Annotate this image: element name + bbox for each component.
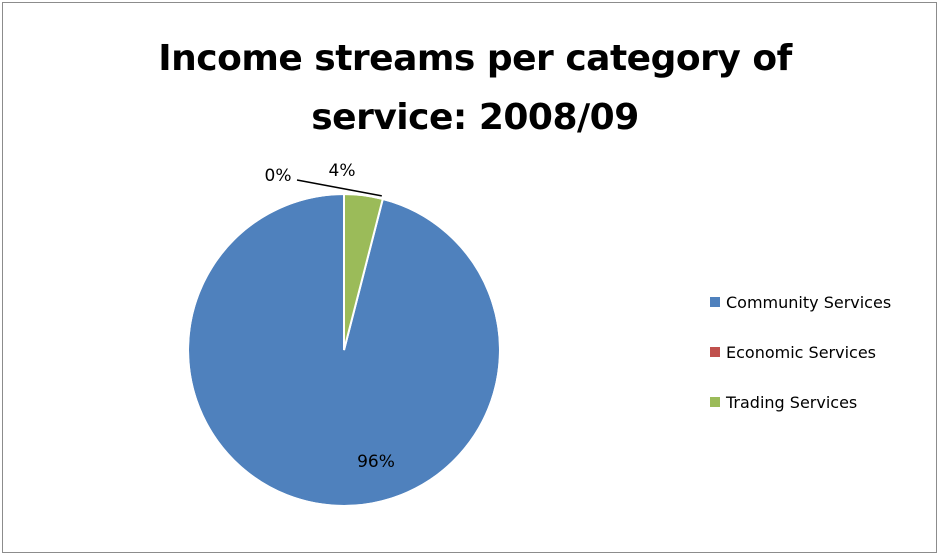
leader-line-economic-services bbox=[296, 179, 382, 197]
data-label-economic-services: 0% bbox=[265, 166, 292, 186]
data-label-community-services: 96% bbox=[357, 452, 395, 472]
legend-label: Economic Services bbox=[726, 342, 877, 362]
chart-title-line-1: Income streams per category of bbox=[158, 38, 792, 79]
legend-item-economic-services: Economic Services bbox=[710, 342, 891, 362]
legend-label: Community Services bbox=[726, 292, 892, 312]
legend: Community Services Economic Services Tra… bbox=[710, 292, 891, 442]
pie-rim bbox=[187, 193, 501, 507]
data-label-trading-services: 4% bbox=[329, 161, 356, 181]
legend-swatch bbox=[710, 297, 720, 307]
legend-item-trading-services: Trading Services bbox=[710, 392, 891, 412]
legend-swatch bbox=[710, 347, 720, 357]
chart-title-line-2: service: 2008/09 bbox=[311, 97, 639, 138]
legend-swatch bbox=[710, 397, 720, 407]
legend-item-community-services: Community Services bbox=[710, 292, 891, 312]
legend-label: Trading Services bbox=[726, 392, 858, 412]
